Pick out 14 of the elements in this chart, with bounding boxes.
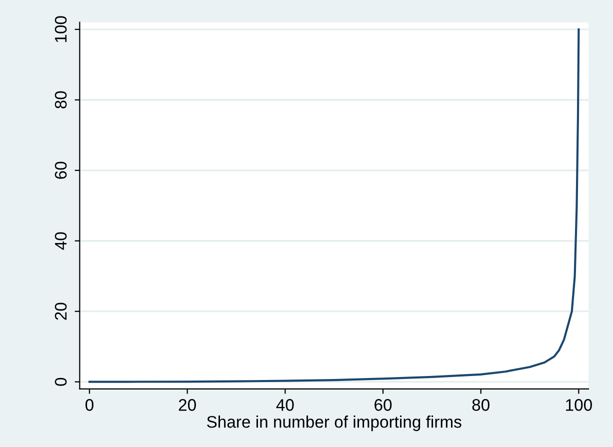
x-tick-label: 60 xyxy=(374,399,392,411)
y-tick-label: 40 xyxy=(54,232,67,250)
x-tick-label: 20 xyxy=(178,399,196,411)
x-tick-label: 100 xyxy=(566,399,592,411)
y-tick-label: 0 xyxy=(54,378,67,386)
x-tick-label: 80 xyxy=(472,399,490,411)
y-tick-label: 80 xyxy=(54,91,67,108)
x-tick-label: 40 xyxy=(276,399,294,411)
line-series xyxy=(88,28,580,383)
y-tick-label: 100 xyxy=(54,16,67,42)
y-tick-label: 20 xyxy=(54,302,67,320)
y-tick-label: 60 xyxy=(54,162,67,179)
x-tick-label: 0 xyxy=(85,399,94,411)
x-axis-title: Share in number of importing firms xyxy=(207,416,462,432)
